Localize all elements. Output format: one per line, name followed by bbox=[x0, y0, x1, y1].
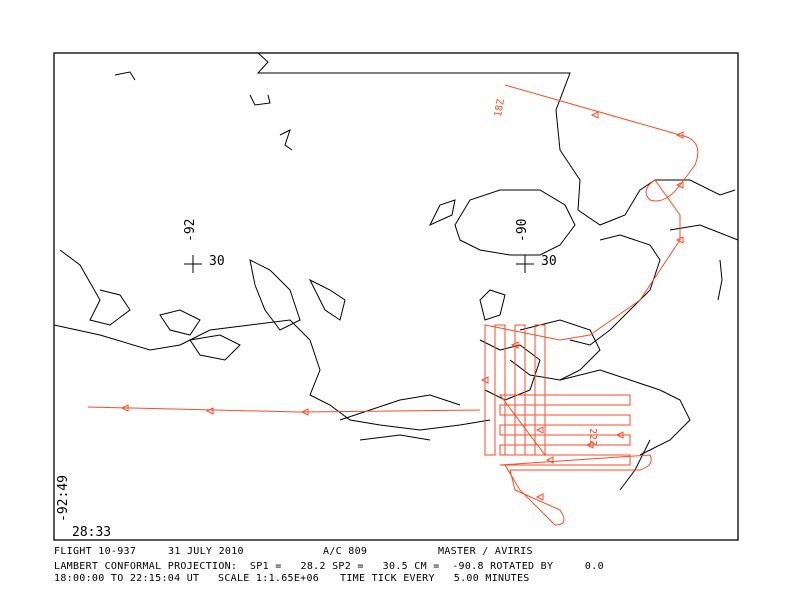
time-tick-arrow bbox=[585, 441, 594, 449]
coastline-segment bbox=[256, 52, 736, 226]
coastline-segment bbox=[717, 259, 723, 301]
time-tick-arrow bbox=[590, 111, 599, 119]
coastline-segment bbox=[559, 369, 691, 456]
time-tick-arrow bbox=[545, 456, 554, 464]
flight-number: FLIGHT 10-937 bbox=[54, 546, 137, 557]
time-tick-arrow bbox=[510, 341, 519, 349]
coastline-segment bbox=[479, 339, 541, 401]
coastline-segment bbox=[279, 129, 293, 151]
coastline-segment bbox=[509, 319, 601, 381]
coastline-segment bbox=[569, 234, 661, 346]
time-tick-arrow bbox=[300, 408, 309, 416]
coastline-segment bbox=[359, 434, 431, 441]
coastline-segment bbox=[114, 71, 136, 81]
lat-label-30-west: 30 bbox=[209, 254, 225, 269]
coastline bbox=[53, 52, 739, 491]
graticule-marks bbox=[184, 255, 534, 273]
map-frame bbox=[53, 52, 739, 541]
time-tick-interval: TIME TICK EVERY 5.00 MINUTES bbox=[340, 573, 530, 584]
coastline-segment bbox=[249, 94, 271, 106]
grid-cross-90-30 bbox=[516, 255, 534, 273]
time-tick-arrow bbox=[675, 236, 684, 244]
time-tick-arrow bbox=[615, 431, 624, 439]
coastline-segment bbox=[454, 189, 576, 256]
lon-label-92: -92 bbox=[183, 218, 198, 242]
grid-cross-92-30 bbox=[184, 255, 202, 273]
time-tick-arrow bbox=[205, 407, 214, 415]
corner-latitude: 28:33 bbox=[72, 525, 112, 540]
coastline-segment bbox=[339, 394, 461, 421]
lat-label-30-east: 30 bbox=[541, 254, 557, 269]
time-tick-arrow bbox=[535, 426, 544, 434]
time-tick-arrow bbox=[675, 181, 684, 189]
time-tick-arrow bbox=[120, 404, 129, 412]
projection-info: LAMBERT CONFORMAL PROJECTION: SP1 = 28.2… bbox=[54, 561, 604, 572]
coastline-segment bbox=[249, 259, 301, 331]
time-tick-arrow bbox=[535, 493, 544, 501]
coastline-segment bbox=[479, 289, 506, 321]
corner-longitude: -92:49 bbox=[56, 475, 71, 522]
time-range: 18:00:00 TO 22:15:04 UT bbox=[54, 573, 200, 584]
aircraft: A/C 809 bbox=[323, 546, 368, 557]
map-scale: SCALE 1:1.65E+06 bbox=[218, 573, 320, 584]
coastline-segment bbox=[159, 309, 201, 336]
flight-date: 31 JULY 2010 bbox=[168, 546, 244, 557]
lon-label-90: -90 bbox=[515, 218, 530, 242]
coastline-segment bbox=[189, 334, 241, 361]
track-end-label: 22Z bbox=[587, 428, 598, 447]
flight-track bbox=[87, 84, 699, 526]
coastline-segment bbox=[59, 249, 131, 326]
time-tick-arrow bbox=[675, 131, 684, 139]
coastline-segment bbox=[428, 199, 456, 227]
coastline-segment bbox=[308, 278, 346, 321]
instruments: MASTER / AVIRIS bbox=[438, 546, 533, 557]
coastline-segment bbox=[53, 319, 491, 431]
time-tick-arrow bbox=[480, 376, 489, 384]
flight-track-line bbox=[87, 84, 699, 526]
